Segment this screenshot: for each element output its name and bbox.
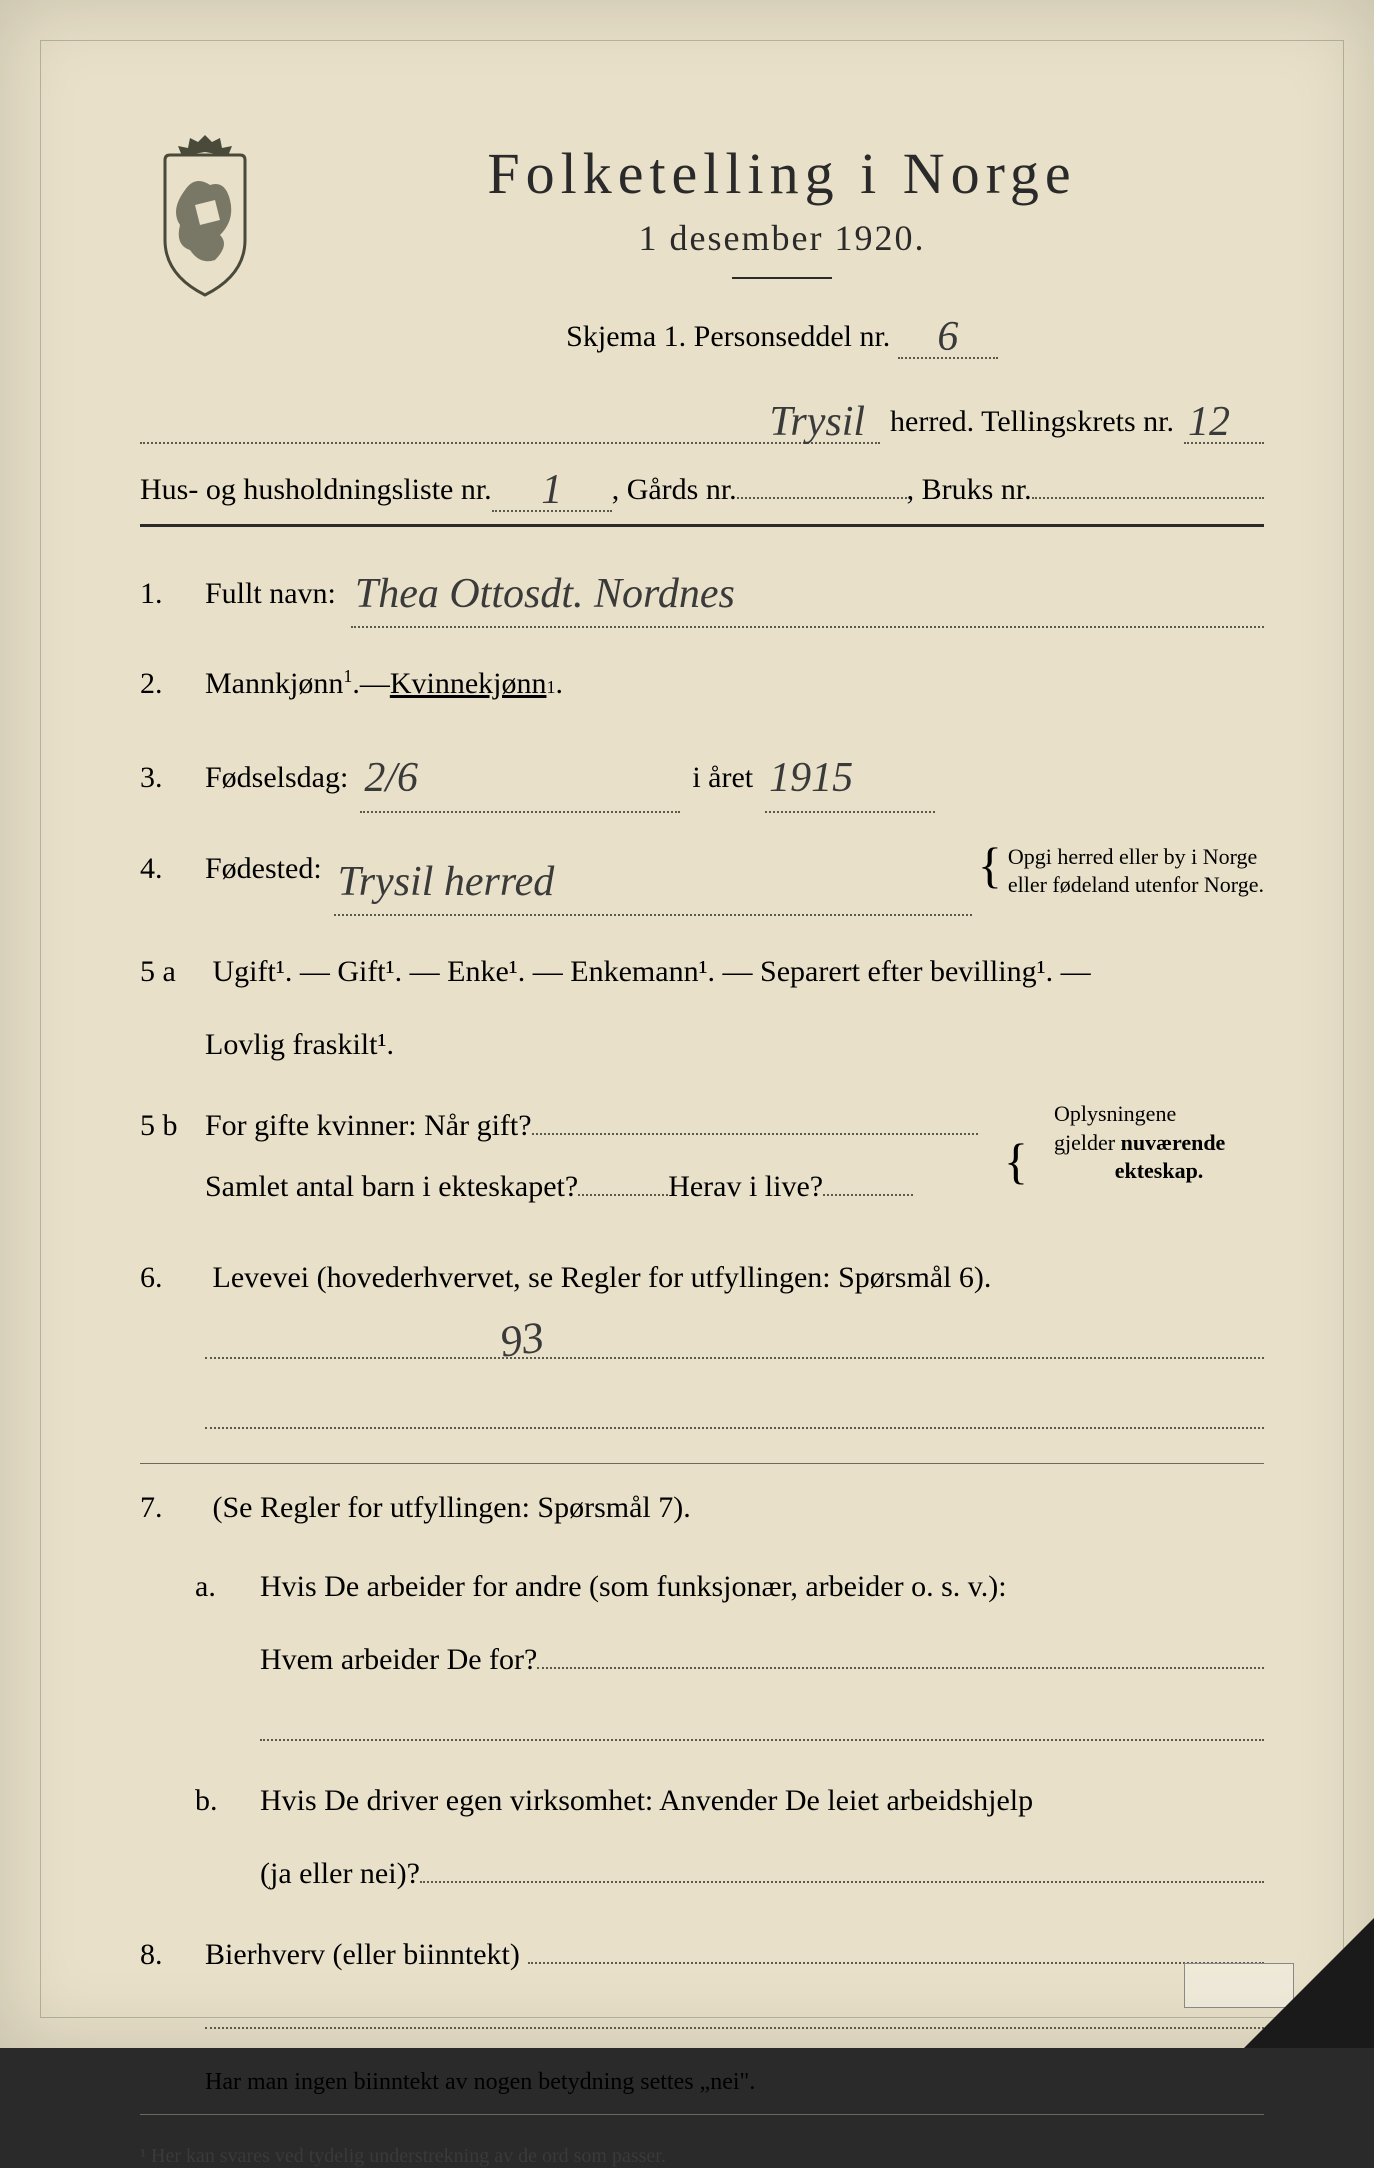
q5b-l2: Samlet antal barn i ekteskapet? <box>205 1161 578 1212</box>
section-divider-1 <box>140 524 1264 527</box>
section-divider-2 <box>140 1463 1264 1464</box>
q5a-num: 5 a <box>140 946 205 997</box>
q3-row: 3. Fødselsdag: 2/6 i året 1915 <box>140 739 1264 812</box>
krets-nr: 12 <box>1188 399 1230 445</box>
q4-row: 4. Fødested: Trysil herred { Opgi herred… <box>140 843 1264 916</box>
q5b-l1: For gifte kvinner: Når gift? <box>205 1100 532 1151</box>
header: Folketelling i Norge 1 desember 1920. Sk… <box>140 140 1264 369</box>
husliste-label: Hus- og husholdningsliste nr. <box>140 473 492 507</box>
q5b-num: 5 b <box>140 1100 205 1151</box>
q6-num: 6. <box>140 1252 205 1303</box>
q5b-note: Oplysningene gjelder nuværende ekteskap. <box>1054 1100 1264 1186</box>
q2-num: 2. <box>140 658 205 709</box>
q5b-l2b: Herav i live? <box>668 1161 823 1212</box>
herred-name: Trysil <box>769 399 865 445</box>
q3-year-label: i året <box>680 752 765 803</box>
q7a-l2: Hvem arbeider De for? <box>260 1634 537 1685</box>
q7b-l1: Hvis De driver egen virksomhet: Anvender… <box>260 1775 1033 1826</box>
q8-label: Bierhverv (eller biinntekt) <box>205 1929 520 1980</box>
q1-row: 1. Fullt navn: Thea Ottosdt. Nordnes <box>140 555 1264 628</box>
q4-value: Trysil herred <box>338 859 555 905</box>
footnote: ¹ Her kan svares ved tydelig understrekn… <box>140 2145 1264 2168</box>
coat-of-arms-icon <box>140 130 270 300</box>
q2-row: 2. Mannkjønn1. — Kvinnekjønn1. <box>140 658 1264 709</box>
q8-num: 8. <box>140 1929 205 1980</box>
q7a-l1: Hvis De arbeider for andre (som funksjon… <box>260 1561 1007 1612</box>
q3-label: Fødselsdag: <box>205 752 348 803</box>
brace-icon: { <box>978 843 1002 888</box>
hus-line: Hus- og husholdningsliste nr. 1 , Gårds … <box>140 462 1264 512</box>
q5a-row: 5 a Ugift¹. — Gift¹. — Enke¹. — Enkemann… <box>140 946 1264 1070</box>
herred-label: herred. Tellingskrets nr. <box>880 405 1184 439</box>
skjema-line: Skjema 1. Personseddel nr. 6 <box>300 309 1264 359</box>
q6-row: 6. Levevei (hovederhvervet, se Regler fo… <box>140 1252 1264 1429</box>
q1-value: Thea Ottosdt. Nordnes <box>355 571 735 617</box>
husliste-nr: 1 <box>541 467 562 513</box>
q7-intro: (Se Regler for utfyllingen: Spørsmål 7). <box>213 1491 691 1524</box>
census-form-page: Folketelling i Norge 1 desember 1920. Sk… <box>0 0 1374 2048</box>
main-title: Folketelling i Norge <box>300 140 1264 207</box>
q5b-row: 5 b For gifte kvinner: Når gift? Samlet … <box>140 1100 1264 1222</box>
title-block: Folketelling i Norge 1 desember 1920. Sk… <box>300 140 1264 369</box>
q7b-num: b. <box>140 1775 260 1826</box>
brace-icon-2: { <box>1004 1139 1028 1184</box>
personseddel-nr: 6 <box>937 314 958 360</box>
q2-mann: Mannkjønn <box>205 658 343 709</box>
footer-hint: Har man ingen biinntekt av nogen betydni… <box>140 2069 1264 2096</box>
q2-kvinne: Kvinnekjønn <box>390 658 547 709</box>
subtitle-date: 1 desember 1920. <box>300 217 1264 259</box>
skjema-label: Skjema 1. Personseddel nr. <box>566 320 890 353</box>
q6-hw: 93 <box>495 1300 549 1380</box>
corner-fold <box>1244 1918 1374 2048</box>
q6-text: Levevei (hovederhvervet, se Regler for u… <box>213 1261 992 1294</box>
title-divider <box>732 277 832 279</box>
q5a-text2: Lovlig fraskilt¹. <box>205 1028 394 1061</box>
q4-label: Fødested: <box>205 843 322 894</box>
gards-label: , Gårds nr. <box>612 473 737 507</box>
q7b-l2: (ja eller nei)? <box>260 1848 420 1899</box>
q3-num: 3. <box>140 752 205 803</box>
q7-row: 7. (Se Regler for utfyllingen: Spørsmål … <box>140 1482 1264 1899</box>
q5a-text: Ugift¹. — Gift¹. — Enke¹. — Enkemann¹. —… <box>213 955 1091 988</box>
q8-row: 8. Bierhverv (eller biinntekt) <box>140 1929 1264 1980</box>
q1-num: 1. <box>140 568 205 619</box>
footnote-divider <box>140 2114 1264 2115</box>
q3-year: 1915 <box>769 755 853 801</box>
q4-note: Opgi herred eller by i Norge eller fødel… <box>1008 843 1264 900</box>
q7a-num: a. <box>140 1561 260 1612</box>
q7-num: 7. <box>140 1482 205 1533</box>
q1-label: Fullt navn: <box>205 568 336 619</box>
q4-num: 4. <box>140 843 205 894</box>
q3-day: 2/6 <box>364 755 418 801</box>
herred-line: Trysil herred. Tellingskrets nr. 12 <box>140 394 1264 444</box>
